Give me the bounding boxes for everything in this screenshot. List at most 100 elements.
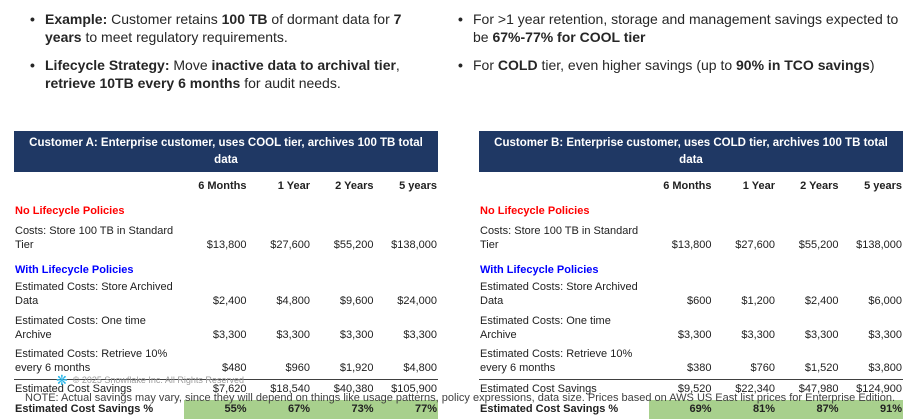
snowflake-logo-icon: ❋ <box>56 372 68 388</box>
table-row: With Lifecycle Policies <box>14 256 438 279</box>
table-row: Costs: Store 100 TB in Standard Tier $13,… <box>14 222 438 256</box>
top-bullets-section: Example: Customer retains 100 TB of dorm… <box>0 10 905 102</box>
cell-value: $2,400 <box>804 295 839 308</box>
customer-a-cost-table: 6 Months 1 Year 2 Years 5 years No Lifecycle… <box>14 172 438 419</box>
bullet-text: to meet regulatory requirements. <box>81 29 288 46</box>
cell-value: $27,600 <box>270 238 310 251</box>
cell-value: $4,800 <box>276 295 310 308</box>
cell-value: $9,520 <box>649 378 713 400</box>
bullet-item-example: Example: Customer retains 100 TB of dorm… <box>30 10 422 47</box>
cell-value: $3,300 <box>677 328 712 341</box>
cell-value: $3,800 <box>868 362 902 375</box>
table-row: Estimated Costs: One time Archive $3,300 $… <box>479 312 903 346</box>
table-row: Costs: Store 100 TB in Standard Tier $13,… <box>479 222 903 256</box>
row-label: No Lifecycle Policies <box>480 205 590 218</box>
cell-value: $480 <box>222 362 247 375</box>
bullet-text: COLD <box>497 56 538 73</box>
table-row: Estimated Costs: Retrieve 10% every 6 mo… <box>14 345 438 379</box>
cell-value: $13,800 <box>206 238 247 251</box>
bullet-text: Move <box>169 56 212 73</box>
bullet-text: For <box>473 56 498 73</box>
cell-value: $105,900 <box>374 378 438 400</box>
cell-value: $138,000 <box>856 238 902 251</box>
cell-value: $3,300 <box>403 328 437 341</box>
bullet-text: inactive data to archival tier <box>211 56 396 73</box>
column-header: 6 Months <box>198 180 247 193</box>
bullet-text: for audit needs. <box>240 75 341 92</box>
cell-value: $1,920 <box>339 362 374 375</box>
cell-value: $55,200 <box>798 238 839 251</box>
table-row: No Lifecycle Policies <box>14 197 438 222</box>
customer-a-table-title: Customer A: Enterprise customer, uses CO… <box>14 131 438 173</box>
cell-value: $2,400 <box>212 295 247 308</box>
bullet-text: For >1 year retention, storage and manag… <box>473 11 899 46</box>
bullet-text: retrieve 10TB every 6 months <box>45 75 241 92</box>
bullet-item-lifecycle-strategy: Lifecycle Strategy: Move inactive data t… <box>30 56 422 93</box>
bullet-text: 7 years <box>45 11 402 46</box>
bullet-text: ) <box>869 56 875 73</box>
bullet-text: 100 TB <box>221 11 268 27</box>
cell-value: $7,620 <box>184 378 248 400</box>
cell-value: $24,000 <box>397 295 437 308</box>
row-label: With Lifecycle Policies <box>480 263 599 276</box>
column-header-row: 6 Months 1 Year 2 Years 5 years <box>14 172 438 197</box>
customer-a-table: Customer A: Enterprise customer, uses CO… <box>14 131 438 419</box>
cell-value: $13,800 <box>671 238 712 251</box>
column-header: 5 years <box>399 180 437 193</box>
row-label: Estimated Cost Savings <box>479 378 649 400</box>
cell-value: $9,600 <box>339 295 374 308</box>
copyright-text: © 2025 Snowflake Inc. All Rights Reserve… <box>72 375 244 385</box>
cell-value: $22,340 <box>712 378 776 400</box>
column-header: 1 Year <box>277 180 310 193</box>
column-header: 2 Years <box>800 180 839 193</box>
bullet-list-right: For >1 year retention, storage and manag… <box>458 10 905 75</box>
column-header-spacer <box>14 172 184 197</box>
table-row: Estimated Costs: Retrieve 10% every 6 mo… <box>479 345 903 379</box>
bullet-text: 90% in TCO savings <box>736 56 870 73</box>
row-label: Estimated Costs: Store Archived Data <box>15 281 173 308</box>
cell-value: $380 <box>687 362 712 375</box>
bullet-text: Customer retains <box>107 11 222 27</box>
column-header: 2 Years <box>335 180 374 193</box>
row-label: Costs: Store 100 TB in Standard Tier <box>480 225 639 251</box>
bullet-list-left: Example: Customer retains 100 TB of dorm… <box>30 10 446 93</box>
cell-value: $1,520 <box>804 362 839 375</box>
table-row: Estimated Cost Savings $9,520 $22,340 $47,9… <box>479 378 903 400</box>
cell-value: $3,300 <box>212 328 247 341</box>
table-row: Estimated Costs: Store Archived Data $600… <box>479 278 903 312</box>
cell-value: $760 <box>750 362 775 375</box>
cell-value: $6,000 <box>868 295 902 308</box>
row-label: Estimated Costs: Store Archived Data <box>480 281 638 308</box>
cell-value: $138,000 <box>391 238 437 251</box>
column-header-row: 6 Months 1 Year 2 Years 5 years <box>479 172 903 197</box>
bullet-item-cool-savings: For >1 year retention, storage and manag… <box>458 10 903 47</box>
column-header: 1 Year <box>742 180 775 193</box>
cell-value: $27,600 <box>735 238 775 251</box>
column-header: 6 Months <box>663 180 712 193</box>
footnote: NOTE: Actual savings may vary, since the… <box>25 392 896 404</box>
cell-value: $960 <box>285 362 310 375</box>
table-row: With Lifecycle Policies <box>479 256 903 279</box>
table-row: No Lifecycle Policies <box>479 197 903 222</box>
row-label: Estimated Costs: One time Archive <box>480 314 611 341</box>
cell-value: $4,800 <box>403 362 437 375</box>
cell-value: $1,200 <box>741 295 775 308</box>
cell-value: $18,540 <box>247 378 311 400</box>
bullet-text: of dormant data for <box>267 11 394 27</box>
row-label: Costs: Store 100 TB in Standard Tier <box>15 225 174 251</box>
cell-value: $3,300 <box>276 328 310 341</box>
bullet-text: Lifecycle Strategy: <box>45 56 170 73</box>
bullets-right-column: For >1 year retention, storage and manag… <box>446 10 905 102</box>
bullet-text: , <box>395 56 400 73</box>
customer-b-table: Customer B: Enterprise customer, uses CO… <box>479 131 903 419</box>
cell-value: $3,300 <box>804 328 839 341</box>
cell-value: $47,980 <box>776 378 840 400</box>
table-row: Estimated Costs: Store Archived Data $2,4… <box>14 278 438 312</box>
cell-value: $40,380 <box>311 378 375 400</box>
bullet-item-cold-savings: For COLD tier, even higher savings (up t… <box>458 56 903 75</box>
column-header: 5 years <box>864 180 902 193</box>
row-label: Estimated Costs: One time Archive <box>15 314 146 341</box>
row-label: Estimated Costs: Retrieve 10% every 6 mo… <box>480 348 633 375</box>
row-label: No Lifecycle Policies <box>15 205 125 218</box>
bullet-text: 67%-77% for COOL tier <box>492 29 646 46</box>
